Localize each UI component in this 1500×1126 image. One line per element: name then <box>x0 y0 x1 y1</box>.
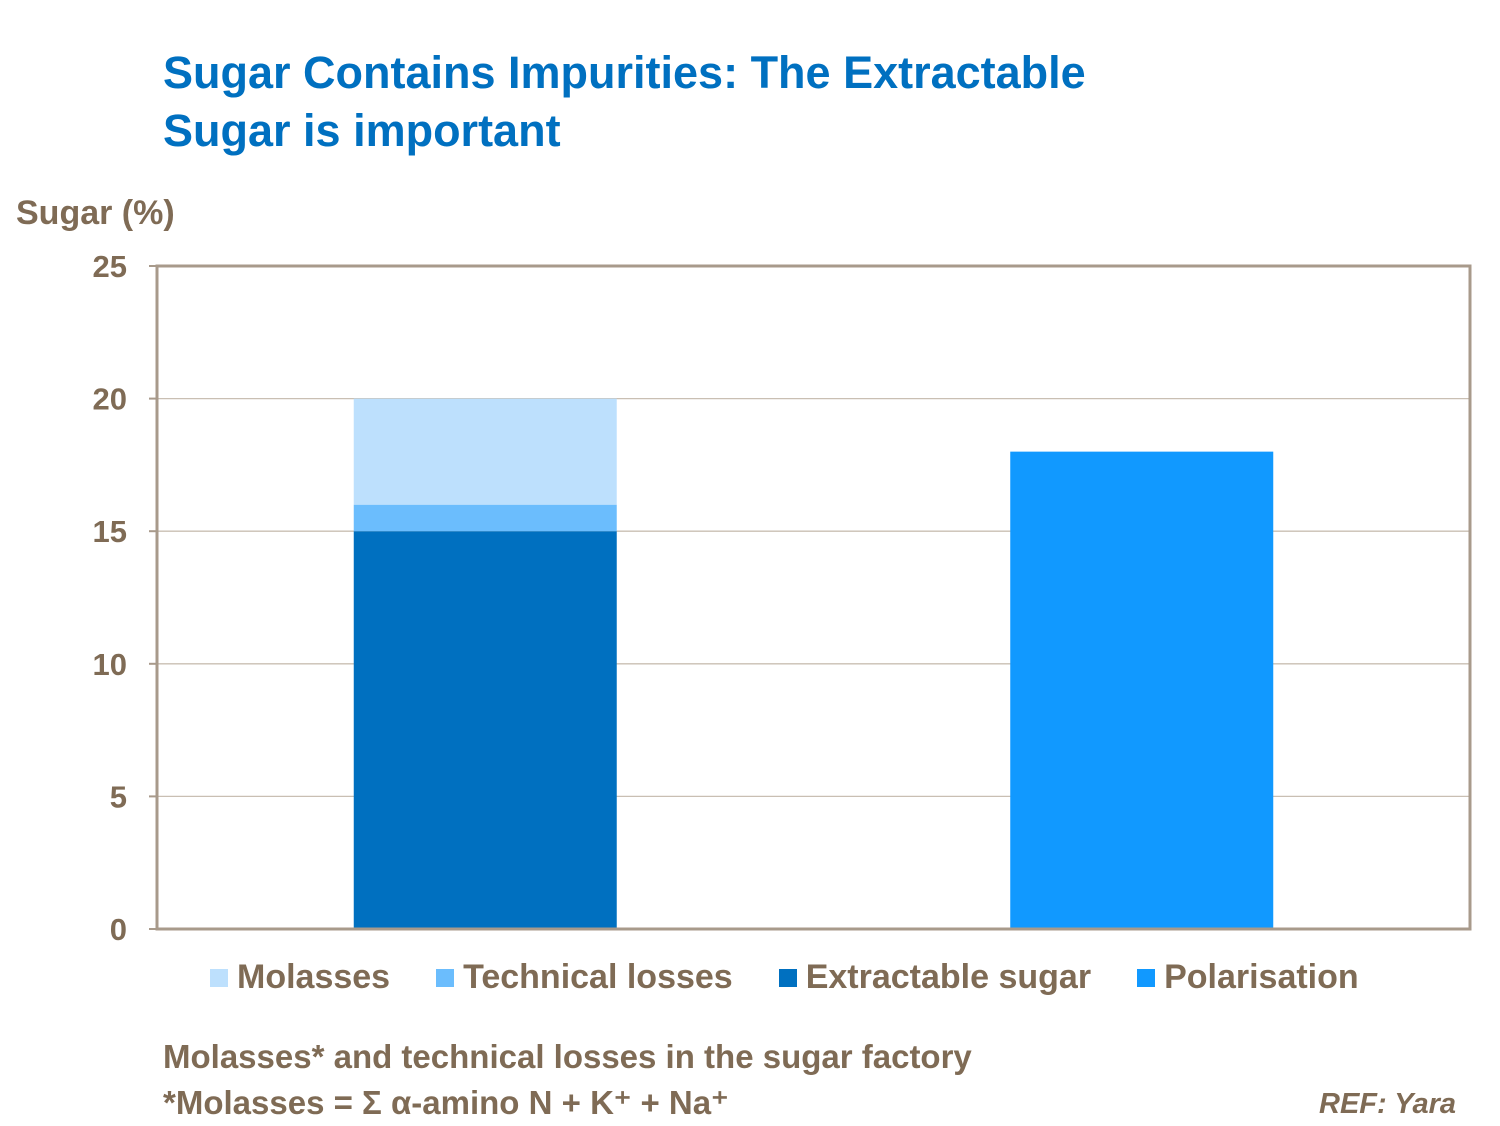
y-tick-label: 15 <box>93 514 127 549</box>
footnote-line-2: *Molasses = Σ α-amino N + K⁺ + Na⁺ <box>163 1084 729 1121</box>
legend-label: Molasses <box>237 958 391 996</box>
title-line-1: Sugar Contains Impurities: The Extractab… <box>163 47 1086 98</box>
title-line-2: Sugar is important <box>163 105 561 156</box>
footnote: Molasses* and technical losses in the su… <box>163 1034 972 1126</box>
legend-label: Polarisation <box>1164 958 1359 996</box>
y-tick-label: 0 <box>110 912 127 947</box>
legend-item: Technical losses <box>436 958 733 997</box>
y-tick-label: 10 <box>93 647 127 682</box>
y-axis-label: Sugar (%) <box>16 194 175 232</box>
legend-swatch <box>778 968 797 987</box>
legend-swatch <box>210 968 228 987</box>
footnote-line-1: Molasses* and technical losses in the su… <box>163 1038 972 1075</box>
plot-area-border <box>155 264 1472 931</box>
legend-swatch <box>1137 968 1156 987</box>
y-tick-label: 20 <box>93 382 127 417</box>
bar-segment-technical-losses <box>353 504 617 532</box>
bar-segment-extractable-sugar <box>353 531 617 929</box>
legend-label: Extractable sugar <box>805 958 1092 996</box>
legend-item: Extractable sugar <box>778 958 1092 997</box>
reference: REF: Yara <box>1319 1088 1456 1120</box>
bar-segment-molasses <box>353 398 617 505</box>
legend-item: Molasses <box>210 958 390 997</box>
chart-title: Sugar Contains Impurities: The Extractab… <box>163 44 1363 160</box>
y-tick-label: 25 <box>93 249 127 284</box>
legend-item: Polarisation <box>1137 958 1359 997</box>
bar-segment-polarisation <box>1010 451 1274 929</box>
legend-label: Technical losses <box>463 958 733 996</box>
y-tick-label: 5 <box>110 779 127 814</box>
legend: Molasses Technical losses Extractable suga… <box>210 958 1405 997</box>
legend-swatch <box>436 968 455 987</box>
